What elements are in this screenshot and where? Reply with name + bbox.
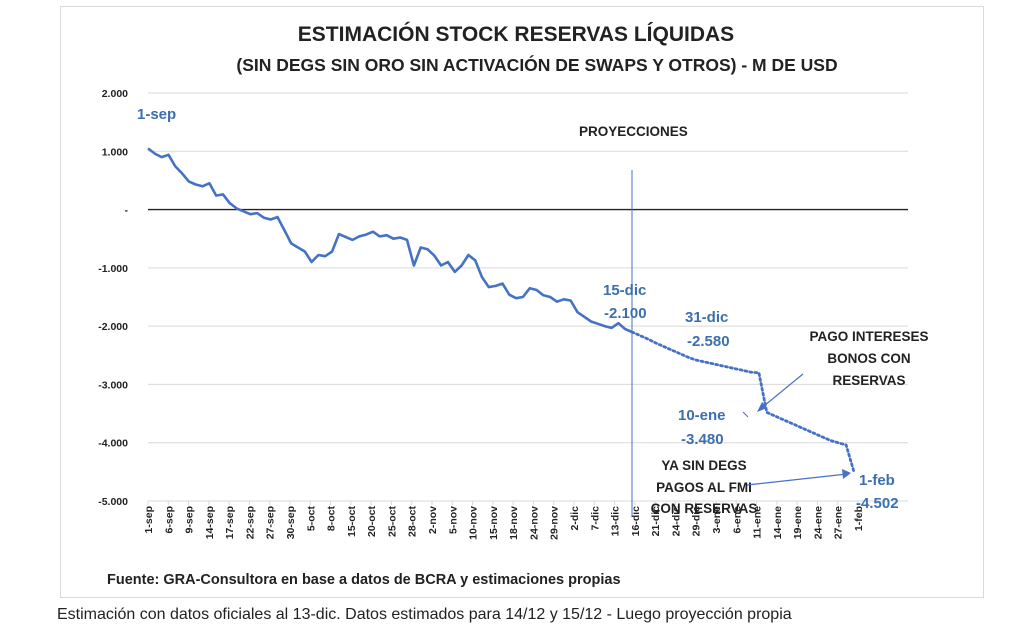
x-tick-label: 13-dic — [610, 506, 622, 537]
x-tick-label: 6-sep — [163, 506, 175, 533]
x-tick-label: 21-dic — [650, 506, 662, 537]
label-pago-line1: PAGO INTERESES — [809, 329, 928, 344]
series-line-projection — [630, 330, 856, 474]
x-tick-label: 5-nov — [447, 506, 459, 534]
x-tick-label: 19-ene — [792, 506, 804, 539]
y-tick-label: -5.000 — [98, 496, 128, 508]
x-tick-label: 1-feb — [853, 506, 865, 531]
x-tick-label: 2-nov — [427, 506, 439, 534]
label-dic31-value: -2.580 — [687, 333, 730, 350]
y-tick-label: -4.000 — [98, 438, 128, 450]
pago-arrow — [758, 373, 804, 411]
source-note: Fuente: GRA-Consultora en base a datos d… — [107, 572, 621, 588]
label-pago-line2: BONOS CON — [827, 351, 910, 366]
label-dic15-date: 15-dic — [603, 282, 646, 299]
x-tick-label: 30-sep — [285, 506, 297, 539]
chart: ESTIMACIÓN STOCK RESERVAS LÍQUIDAS (SIN … — [98, 22, 928, 588]
y-tick-label: -3.000 — [98, 379, 128, 391]
x-axis: 1-sep 6-sep 9-sep 14-sep 17-sep 22-sep 27-sep 3… — [143, 501, 865, 540]
x-tick-label: 22-sep — [244, 506, 256, 539]
series-group — [147, 147, 856, 474]
y-tick-label: -1.000 — [98, 263, 128, 275]
y-tick-label: -2.000 — [98, 321, 128, 333]
x-tick-label: 17-sep — [224, 506, 236, 539]
degs-arrow — [746, 473, 848, 486]
chart-frame: ESTIMACIÓN STOCK RESERVAS LÍQUIDAS (SIN … — [60, 6, 984, 598]
x-tick-label: 25-oct — [386, 506, 398, 537]
x-tick-label: 1-sep — [143, 506, 155, 533]
label-start: 1-sep — [137, 106, 176, 123]
x-tick-label: 14-sep — [204, 506, 216, 539]
ene10-leader — [742, 411, 749, 418]
y-tick-label: 2.000 — [102, 88, 128, 100]
x-tick-label: 7-dic — [589, 506, 601, 531]
x-tick-label: 24-ene — [812, 506, 824, 539]
projection-label: PROYECCIONES — [579, 124, 688, 139]
x-tick-label: 10-nov — [468, 506, 480, 540]
x-tick-label: 24-nov — [528, 506, 540, 540]
chart-title: ESTIMACIÓN STOCK RESERVAS LÍQUIDAS — [298, 22, 734, 46]
x-tick-label: 27-sep — [265, 506, 277, 539]
label-feb1-date: 1-feb — [859, 472, 895, 489]
x-tick-label: 5-oct — [305, 506, 317, 532]
x-tick-label: 8-oct — [326, 506, 338, 532]
label-dic31-date: 31-dic — [685, 309, 728, 326]
chart-subtitle: (SIN DEGS SIN ORO SIN ACTIVACIÓN DE SWAP… — [236, 54, 837, 75]
y-tick-label: - — [125, 205, 129, 217]
grid-lines — [148, 92, 908, 502]
x-tick-label: 9-sep — [184, 506, 196, 533]
label-ene10-date: 10-ene — [678, 407, 726, 424]
caption: Estimación con datos oficiales al 13-dic… — [57, 606, 792, 623]
x-tick-label: 11-ene — [752, 506, 764, 539]
label-degs-line3: CON RESERVAS — [651, 501, 758, 516]
x-tick-label: 20-oct — [366, 506, 378, 537]
y-axis: 2.000 1.000 - -1.000 -2.000 -3.000 -4.000 -5.00… — [98, 88, 128, 508]
label-dic15-value: -2.100 — [604, 305, 647, 322]
x-tick-label: 6-ene — [731, 506, 743, 534]
x-tick-label: 16-dic — [630, 506, 642, 537]
label-feb1-value: -4.502 — [856, 495, 899, 512]
degs-arrow-head — [842, 469, 851, 479]
x-tick-label: 2-dic — [569, 506, 581, 531]
label-degs-line2: PAGOS AL FMI — [656, 480, 752, 495]
x-tick-label: 27-ene — [833, 506, 845, 539]
x-tick-label: 29-nov — [549, 506, 561, 540]
y-tick-label: 1.000 — [102, 146, 128, 158]
x-tick-label: 15-oct — [346, 506, 358, 537]
x-tick-label: 14-ene — [772, 506, 784, 539]
label-ene10-value: -3.480 — [681, 431, 724, 448]
x-tick-label: 24-dic — [670, 506, 682, 537]
x-tick-label: 18-nov — [508, 506, 520, 540]
x-tick-label: 29-dic — [691, 506, 703, 537]
x-tick-label: 15-nov — [488, 506, 500, 540]
x-tick-label: 3-ene — [711, 506, 723, 534]
series-line-historical — [147, 147, 633, 334]
pago-arrow-head — [757, 402, 767, 412]
label-pago-line3: RESERVAS — [832, 373, 905, 388]
label-degs-line1: YA SIN DEGS — [661, 458, 746, 473]
x-tick-label: 28-oct — [407, 506, 419, 537]
